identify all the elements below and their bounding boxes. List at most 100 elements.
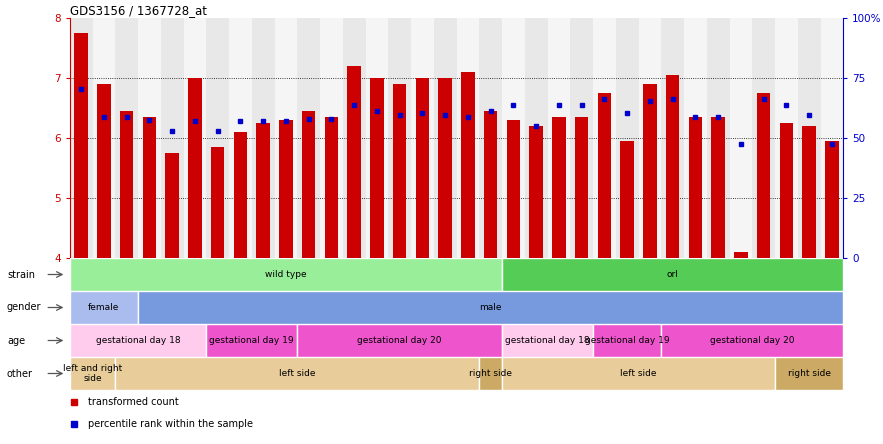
Bar: [529, 126, 543, 258]
Bar: [161, 18, 184, 258]
Bar: [457, 18, 479, 258]
Bar: [70, 258, 502, 291]
Text: wild type: wild type: [265, 270, 306, 279]
Bar: [389, 18, 411, 258]
Bar: [93, 18, 116, 258]
Bar: [484, 111, 497, 258]
Text: orl: orl: [667, 270, 678, 279]
Bar: [165, 153, 179, 258]
Bar: [729, 18, 752, 258]
Bar: [684, 18, 706, 258]
Bar: [621, 141, 634, 258]
Bar: [803, 126, 816, 258]
Text: age: age: [7, 336, 25, 345]
Bar: [411, 18, 434, 258]
Bar: [207, 18, 229, 258]
Text: left side: left side: [279, 369, 315, 378]
Bar: [256, 123, 270, 258]
Bar: [184, 18, 207, 258]
Bar: [502, 18, 525, 258]
Text: left and right
side: left and right side: [63, 364, 122, 383]
Bar: [211, 147, 224, 258]
Text: gestational day 20: gestational day 20: [358, 336, 442, 345]
Bar: [825, 141, 839, 258]
Bar: [188, 78, 201, 258]
Bar: [593, 324, 661, 357]
Bar: [70, 18, 93, 258]
Bar: [502, 357, 775, 390]
Text: percentile rank within the sample: percentile rank within the sample: [87, 419, 253, 429]
Bar: [370, 78, 384, 258]
Bar: [820, 18, 843, 258]
Bar: [298, 324, 502, 357]
Bar: [142, 117, 156, 258]
Text: gestational day 19: gestational day 19: [585, 336, 669, 345]
Bar: [302, 111, 315, 258]
Bar: [547, 18, 570, 258]
Bar: [775, 18, 797, 258]
Text: female: female: [88, 303, 119, 312]
Bar: [438, 78, 452, 258]
Bar: [593, 18, 615, 258]
Text: strain: strain: [7, 270, 35, 280]
Bar: [752, 18, 775, 258]
Text: right side: right side: [469, 369, 512, 378]
Bar: [479, 357, 502, 390]
Bar: [734, 252, 748, 258]
Bar: [116, 18, 138, 258]
Bar: [689, 117, 702, 258]
Bar: [706, 18, 729, 258]
Text: gender: gender: [7, 302, 42, 313]
Bar: [325, 117, 338, 258]
Bar: [366, 18, 389, 258]
Bar: [479, 18, 502, 258]
Text: male: male: [479, 303, 502, 312]
Bar: [279, 120, 292, 258]
Bar: [661, 324, 843, 357]
Bar: [575, 117, 588, 258]
Bar: [552, 117, 566, 258]
Text: transformed count: transformed count: [87, 397, 178, 407]
Bar: [434, 18, 457, 258]
Bar: [97, 84, 110, 258]
Bar: [615, 18, 638, 258]
Bar: [393, 84, 406, 258]
Bar: [275, 18, 298, 258]
Bar: [661, 18, 684, 258]
Text: other: other: [7, 369, 33, 378]
Bar: [116, 357, 479, 390]
Bar: [416, 78, 429, 258]
Bar: [252, 18, 275, 258]
Bar: [502, 324, 593, 357]
Bar: [461, 72, 475, 258]
Bar: [343, 18, 366, 258]
Bar: [598, 93, 611, 258]
Text: right side: right side: [788, 369, 831, 378]
Bar: [638, 18, 661, 258]
Bar: [74, 33, 88, 258]
Bar: [298, 18, 320, 258]
Bar: [507, 120, 520, 258]
Text: gestational day 18: gestational day 18: [505, 336, 590, 345]
Bar: [775, 357, 843, 390]
Bar: [502, 258, 843, 291]
Bar: [525, 18, 547, 258]
Bar: [570, 18, 593, 258]
Bar: [70, 291, 138, 324]
Bar: [757, 93, 771, 258]
Text: gestational day 18: gestational day 18: [95, 336, 180, 345]
Bar: [207, 324, 298, 357]
Text: GDS3156 / 1367728_at: GDS3156 / 1367728_at: [70, 4, 207, 17]
Bar: [320, 18, 343, 258]
Bar: [70, 324, 207, 357]
Bar: [797, 18, 820, 258]
Bar: [234, 132, 247, 258]
Text: gestational day 19: gestational day 19: [209, 336, 294, 345]
Text: left side: left side: [620, 369, 657, 378]
Text: gestational day 20: gestational day 20: [710, 336, 795, 345]
Bar: [138, 18, 161, 258]
Bar: [70, 357, 116, 390]
Bar: [347, 66, 361, 258]
Bar: [229, 18, 252, 258]
Bar: [780, 123, 793, 258]
